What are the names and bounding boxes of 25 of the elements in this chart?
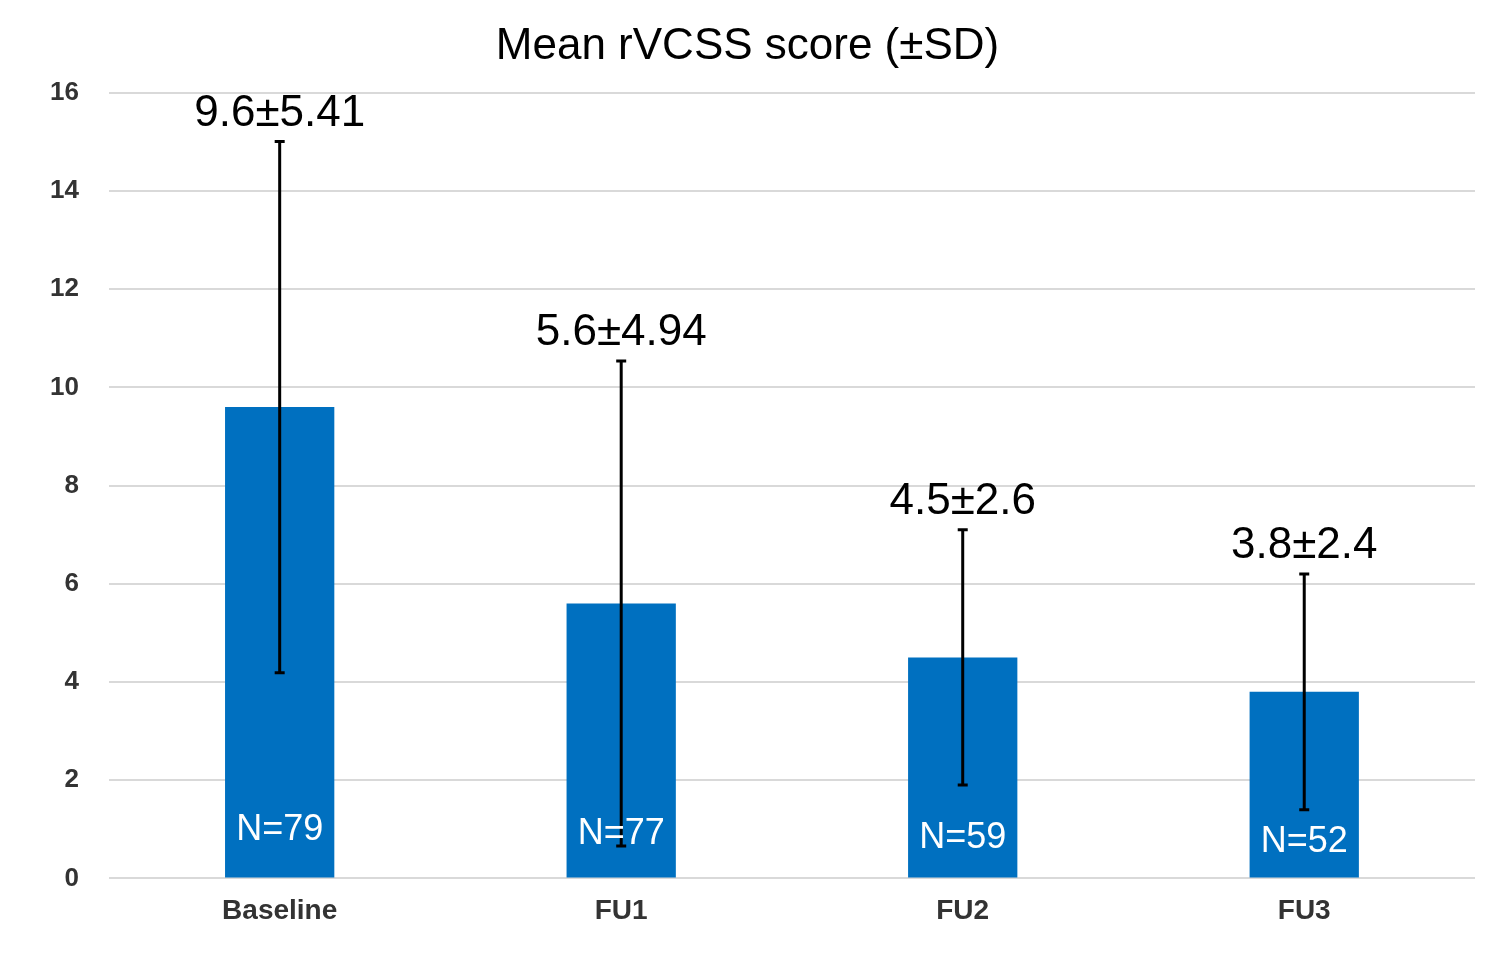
annotation: 5.6±4.94: [535, 305, 707, 355]
bar: [908, 657, 1018, 878]
annotation: N=79: [236, 807, 324, 849]
y-tick-label: 6: [64, 566, 79, 597]
annotation: N=52: [1260, 819, 1348, 861]
y-tick-label: 16: [50, 75, 79, 106]
chart-title: Mean rVCSS score (±SD): [495, 18, 1000, 68]
y-tick-label: 0: [64, 861, 79, 892]
y-tick-label: 4: [64, 665, 80, 696]
bar: [225, 407, 335, 878]
y-tick-label: 8: [64, 468, 79, 499]
bar: [566, 603, 676, 878]
y-tick-label: 2: [64, 763, 79, 794]
x-tick-label: Baseline: [222, 893, 338, 925]
bar: [1249, 691, 1359, 878]
x-tick-label: FU1: [594, 893, 648, 925]
annotation: 3.8±2.4: [1231, 518, 1378, 568]
y-tick-label: 10: [50, 370, 79, 401]
x-tick-label: FU2: [936, 893, 990, 925]
x-tick-label: FU3: [1277, 893, 1331, 925]
annotation: N=59: [919, 815, 1007, 857]
annotation: 4.5±2.6: [889, 473, 1036, 523]
y-tick-label: 14: [50, 174, 80, 205]
y-tick-label: 12: [50, 272, 79, 303]
annotation: 9.6±5.41: [194, 85, 366, 135]
